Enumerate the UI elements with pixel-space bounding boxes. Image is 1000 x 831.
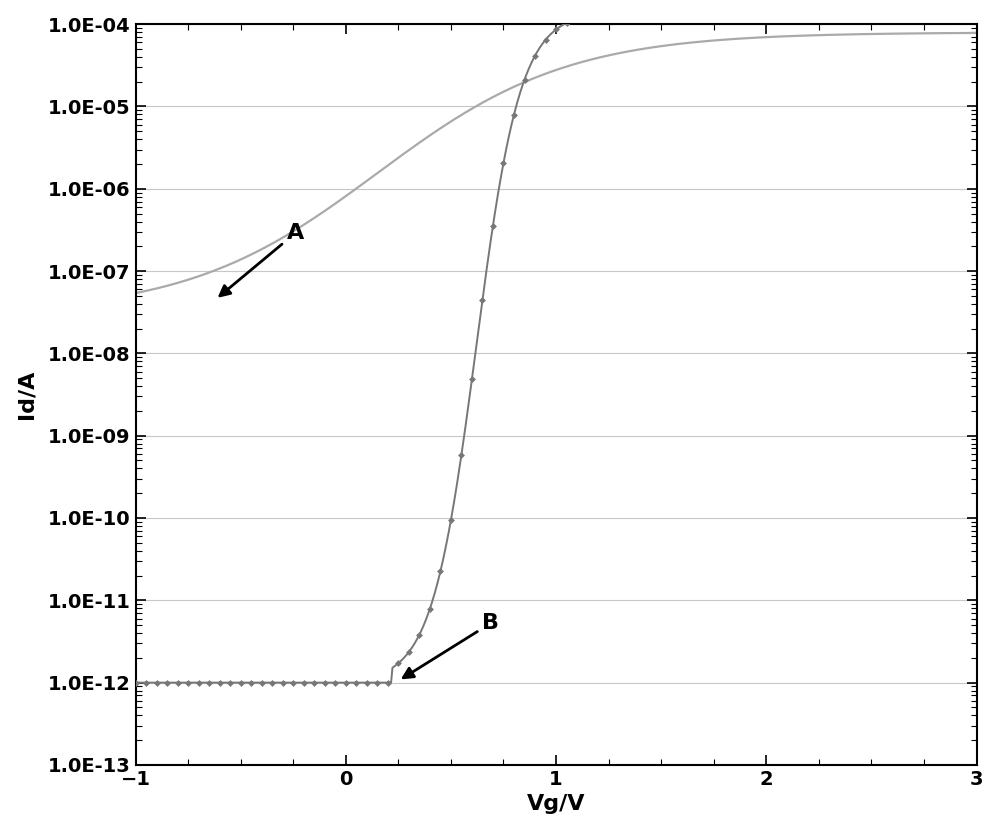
X-axis label: Vg/V: Vg/V [527, 794, 585, 814]
Text: B: B [403, 613, 499, 678]
Y-axis label: Id/A: Id/A [17, 370, 37, 419]
Text: A: A [220, 223, 304, 296]
